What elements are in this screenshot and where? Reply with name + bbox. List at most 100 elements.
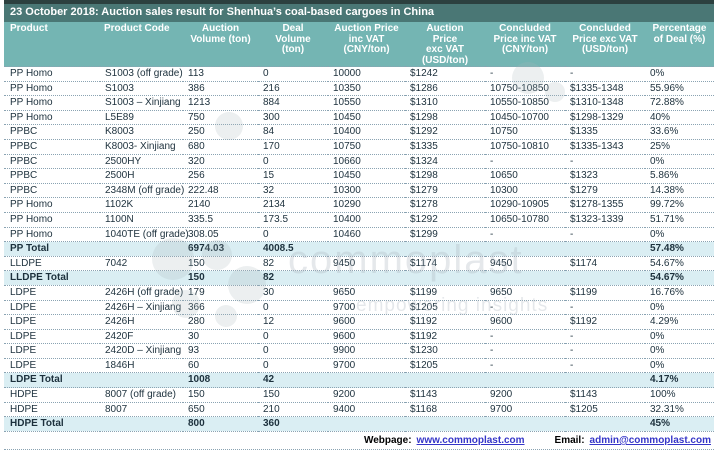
table-row: PP Homo 1102K 2140 2134 10290 $1278 10290-1090… bbox=[4, 197, 714, 213]
table-cell: LDPE bbox=[4, 300, 100, 316]
webpage-link[interactable]: www.commoplast.com bbox=[416, 434, 525, 446]
table-cell: 8007 bbox=[100, 402, 183, 418]
table-cell: 210 bbox=[258, 402, 328, 418]
table-cell: 1100N bbox=[100, 212, 183, 228]
table-cell: PPBC bbox=[4, 139, 100, 155]
table-row: PP Homo 1100N 335.5 173.5 10400 $1292 10650-10… bbox=[4, 212, 714, 228]
table-cell: $1292 bbox=[405, 124, 485, 140]
table-cell: 173.5 bbox=[258, 212, 328, 228]
table-cell: 0% bbox=[645, 358, 714, 374]
table-row: HDPE 8007 650 210 9400 $1168 9700 $1205 32.31% bbox=[4, 402, 714, 418]
table-cell bbox=[405, 241, 485, 257]
table-cell: 2140 bbox=[183, 197, 258, 213]
table-cell: 0 bbox=[258, 154, 328, 170]
table-cell bbox=[328, 372, 405, 389]
table-cell bbox=[485, 372, 565, 389]
table-cell bbox=[100, 270, 183, 286]
table-row: LDPE 1846H 60 0 9700 $1205- -0% bbox=[4, 358, 714, 374]
table-cell: - bbox=[485, 343, 565, 359]
table-cell: $1298 bbox=[405, 168, 485, 184]
table-cell: 0% bbox=[645, 154, 714, 170]
table-cell: LDPE Total bbox=[4, 372, 100, 389]
table-cell: $1323-1339 bbox=[565, 212, 645, 228]
table-cell: 2426H bbox=[100, 314, 183, 330]
table-cell: 33.6% bbox=[645, 124, 714, 140]
table-cell: K8003 bbox=[100, 124, 183, 140]
table-cell: - bbox=[565, 300, 645, 316]
table-row: PP Homo S1003 386 216 10350 $1286 10750-10850 $… bbox=[4, 81, 714, 97]
table-cell bbox=[485, 241, 565, 257]
table-cell: 9600 bbox=[485, 314, 565, 330]
table-row: PPBC 2500HY 320 0 10660 $1324- -0% bbox=[4, 154, 714, 170]
header-row: Product Product Code Auction Volume (ton) D… bbox=[4, 22, 714, 67]
table-cell: $1199 bbox=[405, 285, 485, 301]
table-cell: 10550-10850 bbox=[485, 95, 565, 111]
table-cell bbox=[100, 416, 183, 432]
table-cell: 222.48 bbox=[183, 183, 258, 199]
table-row: LDPE 2420D – Xinjiang 93 0 9900 $1230- -0% bbox=[4, 343, 714, 359]
table-cell: 82 bbox=[258, 270, 328, 286]
column-header: Auction Volume (ton) bbox=[183, 22, 258, 67]
table-cell bbox=[405, 416, 485, 432]
table-cell: S1003 bbox=[100, 81, 183, 97]
table-cell: $1299 bbox=[405, 227, 485, 243]
table-cell bbox=[565, 416, 645, 432]
table-cell: $1174 bbox=[405, 256, 485, 272]
table-cell: 2348M (off grade) bbox=[100, 183, 184, 199]
table-cell: 84 bbox=[258, 124, 328, 140]
table-cell: 360 bbox=[258, 416, 328, 432]
table-cell: 9600 bbox=[328, 329, 405, 345]
table-cell: 9600 bbox=[328, 314, 405, 330]
table-cell: $1199 bbox=[565, 285, 645, 301]
table-cell: PP Homo bbox=[4, 227, 100, 243]
table-cell: S1003 (off grade) bbox=[100, 66, 183, 82]
table-cell: 2500HY bbox=[100, 154, 183, 170]
table-cell bbox=[100, 372, 183, 389]
table-cell: 4008.5 bbox=[258, 241, 328, 257]
email-link[interactable]: admin@commoplast.com bbox=[589, 434, 711, 446]
table-cell: 0 bbox=[258, 343, 328, 359]
table-cell: HDPE bbox=[4, 387, 100, 403]
table-cell: 5.86% bbox=[645, 168, 714, 184]
table-cell: $1174 bbox=[565, 256, 645, 272]
table-cell: 650 bbox=[183, 402, 258, 418]
table-cell: 150 bbox=[258, 387, 328, 403]
table-cell: PP Homo bbox=[4, 110, 100, 126]
table-cell: 0 bbox=[258, 329, 328, 345]
table-cell: $1230 bbox=[405, 343, 485, 359]
table-cell: 9650 bbox=[328, 285, 405, 301]
column-header: Concluded Price exc VAT (USD/ton) bbox=[565, 22, 645, 67]
table-cell: 6974.03 bbox=[183, 241, 258, 257]
table-cell: $1205 bbox=[405, 300, 485, 316]
table-body: PP Homo S1003 (off grade) 113 0 10000 $1242- -… bbox=[4, 66, 714, 432]
table-row: PP Homo S1003 – Xinjiang 1213 884 10550 $1310… bbox=[4, 95, 714, 111]
table-cell: - bbox=[485, 154, 565, 170]
table-cell: - bbox=[565, 358, 645, 374]
table-cell: 82 bbox=[258, 256, 328, 272]
table-cell: 55.96% bbox=[645, 81, 714, 97]
table-cell: LDPE bbox=[4, 314, 100, 330]
table-cell: $1279 bbox=[565, 183, 645, 199]
table-cell: LDPE bbox=[4, 329, 100, 345]
table-cell: 10290-10905 bbox=[485, 197, 565, 213]
table-cell: $1192 bbox=[405, 314, 485, 330]
table-row: LDPE 2426H 280 12 9600 $1192 9600 $1192 4.29% bbox=[4, 314, 714, 330]
table-cell: 40% bbox=[645, 110, 714, 126]
email-label: Email: bbox=[554, 434, 585, 446]
column-header: Product Code bbox=[100, 22, 183, 67]
table-row: PP Homo S1003 (off grade) 113 0 10000 $1242- -… bbox=[4, 66, 714, 82]
column-header: Product bbox=[4, 22, 100, 67]
table-cell: $1324 bbox=[405, 154, 485, 170]
table-cell: LLDPE Total bbox=[4, 270, 100, 286]
table-cell bbox=[485, 270, 565, 286]
table-cell: 113 bbox=[183, 66, 258, 82]
table-cell: 9700 bbox=[328, 358, 405, 374]
table-cell: PP Homo bbox=[4, 66, 100, 82]
table-cell: 0% bbox=[645, 343, 714, 359]
table-cell: 14.38% bbox=[645, 183, 714, 199]
table-cell: 10450 bbox=[328, 110, 405, 126]
table-cell: 57.48% bbox=[645, 241, 714, 257]
table-cell: 1213 bbox=[183, 95, 258, 111]
table-cell: 10290 bbox=[328, 197, 405, 213]
